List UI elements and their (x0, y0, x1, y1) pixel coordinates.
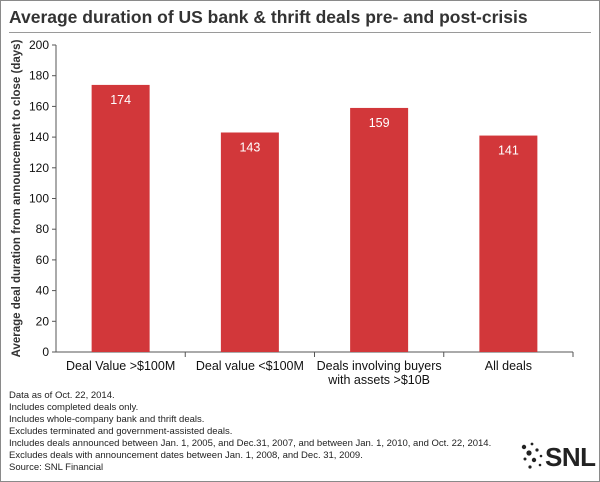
bar-value-label: 174 (110, 93, 131, 107)
y-tick-label: 200 (29, 38, 49, 52)
footnote: Excludes terminated and government-assis… (9, 426, 233, 437)
y-axis-title: Average deal duration from announcement … (11, 39, 23, 357)
footnote: Includes deals announced between Jan. 1,… (9, 438, 492, 449)
y-tick-label: 120 (29, 161, 49, 175)
bar (91, 84, 150, 352)
bar-value-label: 143 (239, 140, 260, 154)
bar-value-label: 159 (369, 116, 390, 130)
y-tick-label: 40 (36, 284, 50, 298)
footnote: Data as of Oct. 22, 2014. (9, 390, 115, 401)
y-tick-label: 20 (36, 314, 50, 328)
footnotes: Data as of Oct. 22, 2014. Includes compl… (9, 390, 509, 474)
x-tick-label: with assets >$10B (327, 373, 430, 387)
footnote: Includes whole-company bank and thrift d… (9, 414, 205, 425)
y-tick-label: 100 (29, 192, 49, 206)
x-tick-label: All deals (485, 359, 532, 373)
footnote: Excludes deals with announcement dates b… (9, 450, 363, 461)
y-tick-label: 80 (36, 222, 50, 236)
y-tick-label: 60 (36, 253, 50, 267)
logo-wordmark: SNL (545, 442, 596, 472)
x-tick-label: Deals involving buyers (317, 359, 442, 373)
footnote: Source: SNL Financial (9, 462, 104, 473)
bar (220, 132, 279, 352)
footnote: Includes completed deals only. (9, 402, 139, 413)
y-tick-label: 180 (29, 69, 49, 83)
y-tick-label: 140 (29, 130, 49, 144)
bar-chart: 0 20 40 60 80 100 120 140 160 180 200 Average deal … (11, 38, 574, 387)
chart-title: Average duration of US bank & thrift dea… (9, 7, 528, 27)
x-tick-label: Deal Value >$100M (66, 359, 175, 373)
y-tick-label: 0 (42, 345, 49, 359)
bar-value-label: 141 (498, 144, 519, 158)
snl-dots-logo-icon (521, 442, 543, 469)
bar (350, 107, 409, 352)
y-tick-label: 160 (29, 99, 49, 113)
title-divider (9, 32, 591, 33)
bar (479, 135, 538, 352)
x-tick-label: Deal value <$100M (196, 359, 304, 373)
